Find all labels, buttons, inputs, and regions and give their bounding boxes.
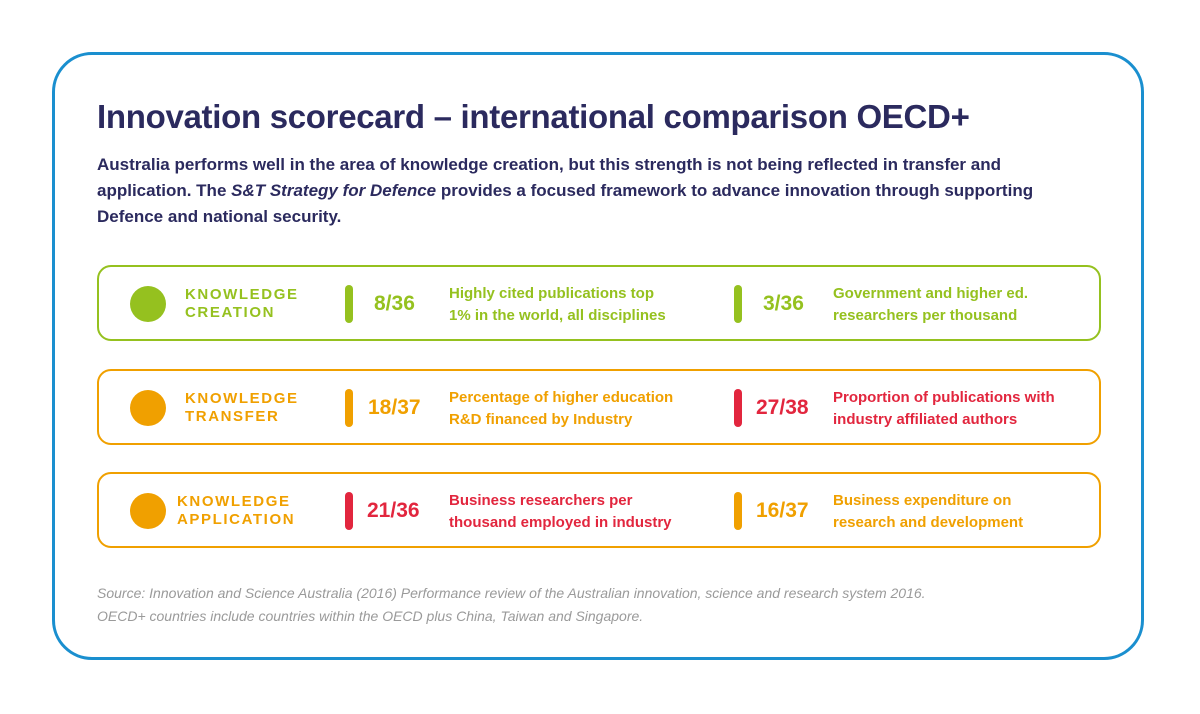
metric-bar: [345, 285, 353, 323]
metric-description: Government and higher ed. researchers pe…: [833, 283, 1028, 327]
category-dot-icon: [130, 286, 166, 322]
source-line2: OECD+ countries include countries within…: [97, 608, 644, 624]
category-label: KNOWLEDGE CREATION: [185, 286, 299, 322]
category-label: KNOWLEDGE APPLICATION: [177, 493, 295, 529]
category-line1: KNOWLEDGE: [185, 286, 299, 303]
metric-desc-line2: R&D financed by Industry: [449, 411, 633, 428]
category-dot-icon: [130, 493, 166, 529]
row-knowledge-transfer: KNOWLEDGE TRANSFER 18/37 Percentage of h…: [97, 369, 1101, 445]
metric-desc-line1: Highly cited publications top: [449, 285, 655, 302]
metric-rank: 18/37: [368, 396, 421, 419]
category-line1: KNOWLEDGE: [185, 390, 299, 407]
metric-rank: 3/36: [763, 292, 804, 315]
intro-italic: S&T Strategy for Defence: [231, 181, 437, 200]
category-line2: CREATION: [185, 304, 276, 321]
metric-desc-line1: Business expenditure on: [833, 492, 1012, 509]
metric-desc-line1: Government and higher ed.: [833, 285, 1029, 302]
row-knowledge-application: KNOWLEDGE APPLICATION 21/36 Business res…: [97, 472, 1101, 548]
metric-bar: [734, 492, 742, 530]
metric-description: Highly cited publications top 1% in the …: [449, 283, 666, 327]
metric-bar: [734, 389, 742, 427]
category-dot-icon: [130, 390, 166, 426]
metric-desc-line2: 1% in the world, all disciplines: [449, 307, 666, 324]
metric-desc-line1: Proportion of publications with: [833, 389, 1055, 406]
row-knowledge-creation: KNOWLEDGE CREATION 8/36 Highly cited pub…: [97, 265, 1101, 341]
category-label: KNOWLEDGE TRANSFER: [185, 390, 299, 426]
source-line1: Source: Innovation and Science Australia…: [97, 585, 926, 601]
source-note: Source: Innovation and Science Australia…: [97, 582, 1097, 628]
category-line1: KNOWLEDGE: [177, 493, 291, 510]
metric-desc-line1: Percentage of higher education: [449, 389, 674, 406]
metric-rank: 8/36: [374, 292, 415, 315]
metric-description: Business expenditure on research and dev…: [833, 490, 1023, 534]
page-title: Innovation scorecard – international com…: [97, 98, 970, 135]
metric-rank: 16/37: [756, 499, 809, 522]
intro-part2: provides a focused framework to advance …: [97, 181, 1034, 226]
metric-desc-line1: Business researchers per: [449, 492, 633, 509]
metric-desc-line2: research and development: [833, 514, 1024, 531]
intro-text: Australia performs well in the area of k…: [97, 152, 1087, 230]
metric-desc-line2: industry affiliated authors: [833, 411, 1018, 428]
metric-description: Proportion of publications with industry…: [833, 387, 1055, 431]
intro-part1: Australia performs well in the area of k…: [97, 155, 1001, 200]
category-line2: TRANSFER: [185, 408, 280, 425]
metric-bar: [345, 389, 353, 427]
scorecard-card: [52, 52, 1144, 660]
metric-description: Percentage of higher education R&D finan…: [449, 387, 673, 431]
metric-desc-line2: researchers per thousand: [833, 307, 1018, 324]
category-line2: APPLICATION: [177, 511, 296, 528]
metric-rank: 21/36: [367, 499, 420, 522]
metric-bar: [345, 492, 353, 530]
metric-desc-line2: thousand employed in industry: [449, 514, 672, 531]
metric-bar: [734, 285, 742, 323]
metric-rank: 27/38: [756, 396, 809, 419]
metric-description: Business researchers per thousand employ…: [449, 490, 672, 534]
